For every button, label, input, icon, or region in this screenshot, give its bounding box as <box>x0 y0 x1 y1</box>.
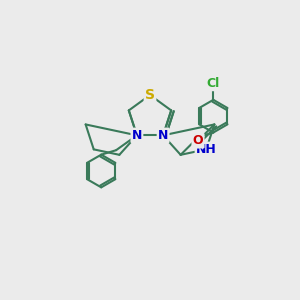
Text: O: O <box>193 134 203 147</box>
Text: N: N <box>132 129 142 142</box>
Text: Cl: Cl <box>207 77 220 90</box>
Text: N: N <box>158 129 168 142</box>
Text: NH: NH <box>196 143 217 156</box>
Text: S: S <box>145 88 155 102</box>
